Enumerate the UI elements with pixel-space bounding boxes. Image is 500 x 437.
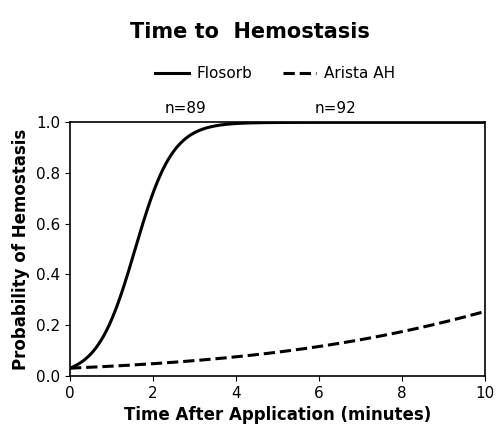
Text: Time to  Hemostasis: Time to Hemostasis <box>130 22 370 42</box>
Text: n=92: n=92 <box>314 101 356 115</box>
X-axis label: Time After Application (minutes): Time After Application (minutes) <box>124 406 431 424</box>
Legend: Flosorb, Arista AH: Flosorb, Arista AH <box>149 60 401 87</box>
Text: n=89: n=89 <box>164 101 206 115</box>
Y-axis label: Probability of Hemostasis: Probability of Hemostasis <box>12 128 30 370</box>
